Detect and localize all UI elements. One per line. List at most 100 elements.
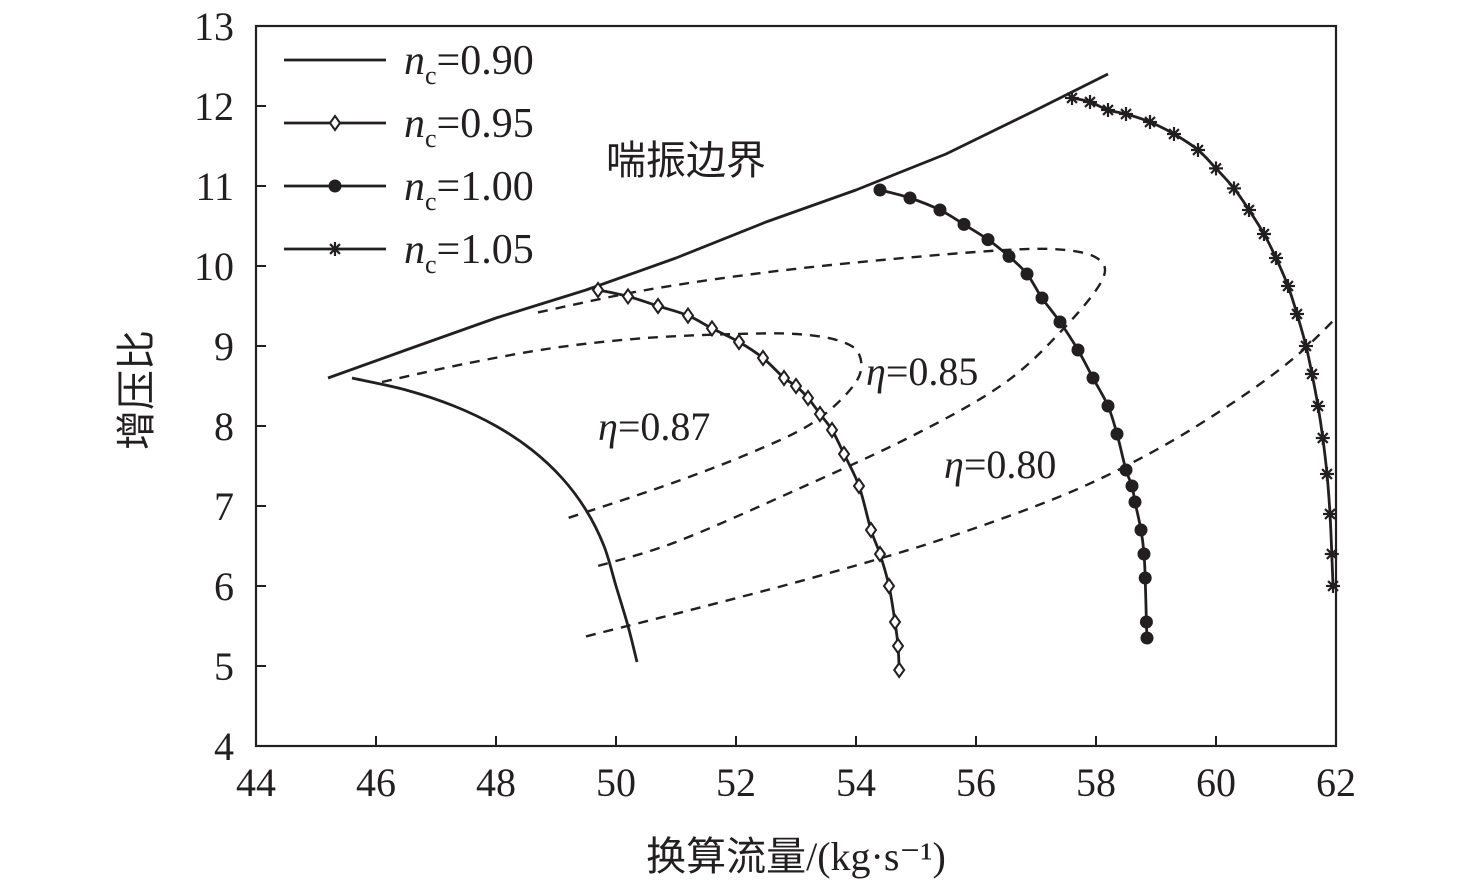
legend-label-symbol: n (404, 227, 425, 273)
x-tick-label: 60 (1196, 760, 1236, 805)
series-3-point-19 (1323, 507, 1337, 521)
legend-label-0: nc=0.90 (404, 38, 534, 90)
series-2-point-13 (1119, 463, 1133, 477)
legend-label-subscript: c (425, 187, 437, 216)
series-3-point-19-stroke (1324, 508, 1336, 520)
series-3-point-11-stroke (1270, 252, 1282, 264)
series-1-point-2 (651, 297, 665, 315)
surge-line-group (327, 72, 1109, 380)
speed-line-0 (351, 376, 639, 663)
y-tick-label: 5 (214, 644, 234, 689)
series-1-point-3 (681, 306, 695, 325)
series-1-point-0 (591, 281, 605, 299)
x-tick-label: 50 (596, 760, 636, 805)
series-2-point-8 (1053, 315, 1067, 329)
y-tick-label: 13 (194, 4, 234, 49)
y-axis-title: 增压比 (114, 330, 160, 450)
y-tick-label: 12 (194, 84, 234, 129)
series-3-point-20 (1324, 547, 1339, 561)
legend-label-subscript: c (425, 250, 437, 279)
series-3-point-6 (1191, 143, 1205, 157)
series-1-point-4 (705, 319, 719, 338)
series-3-point-8-stroke (1228, 182, 1240, 195)
series-1-point-11 (825, 421, 839, 439)
efficiency-contours (381, 247, 1337, 638)
eta-087-value: =0.87 (618, 404, 711, 449)
series-2-point-5 (1002, 249, 1016, 263)
series-3-point-18 (1320, 467, 1334, 481)
series-3-point-3 (1119, 107, 1133, 121)
x-axis-title: 换算流量/(kg·s⁻¹) (646, 834, 946, 879)
speed-line-3 (1071, 96, 1335, 587)
x-tick-label: 56 (956, 760, 996, 805)
y-tick-label: 10 (194, 244, 234, 289)
series-3-point-0 (1065, 91, 1079, 105)
legend-label-subscript: c (425, 61, 437, 90)
x-tick-label: 58 (1076, 760, 1116, 805)
legend-marker-3-stroke (329, 243, 341, 255)
eta-085-symbol: η (866, 349, 886, 394)
plot-frame (254, 24, 1338, 748)
speed-line-markers (591, 91, 1340, 679)
x-tick-label: 62 (1316, 760, 1356, 805)
series-3-point-8 (1227, 181, 1241, 196)
y-tick-label: 6 (214, 564, 234, 609)
eta-080-value: =0.80 (964, 442, 1057, 487)
series-3-point-18-stroke (1321, 468, 1333, 480)
x-tick-label: 52 (716, 760, 756, 805)
legend-label-symbol: n (404, 101, 425, 147)
legend-label-2: nc=1.00 (404, 164, 534, 216)
surge-boundary-label: 喘振边界 (606, 138, 766, 184)
x-tick-label: 54 (836, 760, 876, 805)
efficiency-contour-2 (585, 317, 1337, 638)
series-3-point-6-stroke (1192, 144, 1204, 156)
series-2-point-3 (957, 217, 971, 231)
series-3-point-7-stroke (1210, 162, 1222, 175)
series-3-point-20-stroke (1326, 548, 1338, 560)
series-2-point-9 (1071, 343, 1085, 357)
series-2-point-2 (933, 203, 947, 217)
y-tick-label: 7 (214, 484, 234, 529)
eta-085-value: =0.85 (886, 349, 979, 394)
y-tick-label: 4 (214, 724, 234, 769)
series-1-point-18 (891, 637, 905, 655)
series-3-point-13 (1290, 307, 1304, 321)
series-1-point-12 (837, 445, 851, 463)
eta-080-label: η=0.80 (944, 442, 1056, 487)
series-2-point-4 (981, 233, 995, 247)
series-2-point-0 (873, 183, 887, 197)
series-3-point-5 (1167, 127, 1181, 141)
series-3-point-12 (1281, 279, 1295, 293)
series-1-point-19 (892, 661, 906, 679)
series-3-point-2 (1101, 103, 1115, 117)
series-3-point-11 (1269, 251, 1283, 265)
series-3-point-14-stroke (1300, 340, 1312, 352)
series-3-point-9-stroke (1243, 204, 1255, 216)
efficiency-contour-1 (537, 247, 1107, 568)
series-3-point-12-stroke (1282, 280, 1294, 292)
series-2-point-10 (1086, 371, 1100, 385)
y-tick-label: 11 (195, 164, 234, 209)
series-3-point-7 (1209, 161, 1223, 176)
eta-087-symbol: η (598, 404, 618, 449)
legend-label-subscript: c (425, 124, 437, 153)
series-3-point-10-stroke (1258, 228, 1270, 240)
eta-087-label: η=0.87 (598, 404, 710, 449)
series-2-point-16 (1134, 523, 1148, 537)
series-3-point-21-stroke (1327, 580, 1339, 592)
series-3-point-14 (1299, 339, 1313, 353)
legend-label-3: nc=1.05 (404, 227, 534, 279)
legend-label-symbol: n (404, 164, 425, 210)
legend-label-value: =1.00 (437, 164, 534, 210)
series-3-point-16-stroke (1312, 400, 1324, 412)
series-1-point-6 (756, 349, 770, 367)
series-3-point-17 (1315, 431, 1330, 445)
y-tick-label: 8 (214, 404, 234, 449)
surge-line (327, 72, 1109, 380)
series-3-point-2-stroke (1102, 104, 1114, 116)
y-tick-label: 9 (214, 324, 234, 369)
x-tick-label: 44 (236, 760, 276, 805)
